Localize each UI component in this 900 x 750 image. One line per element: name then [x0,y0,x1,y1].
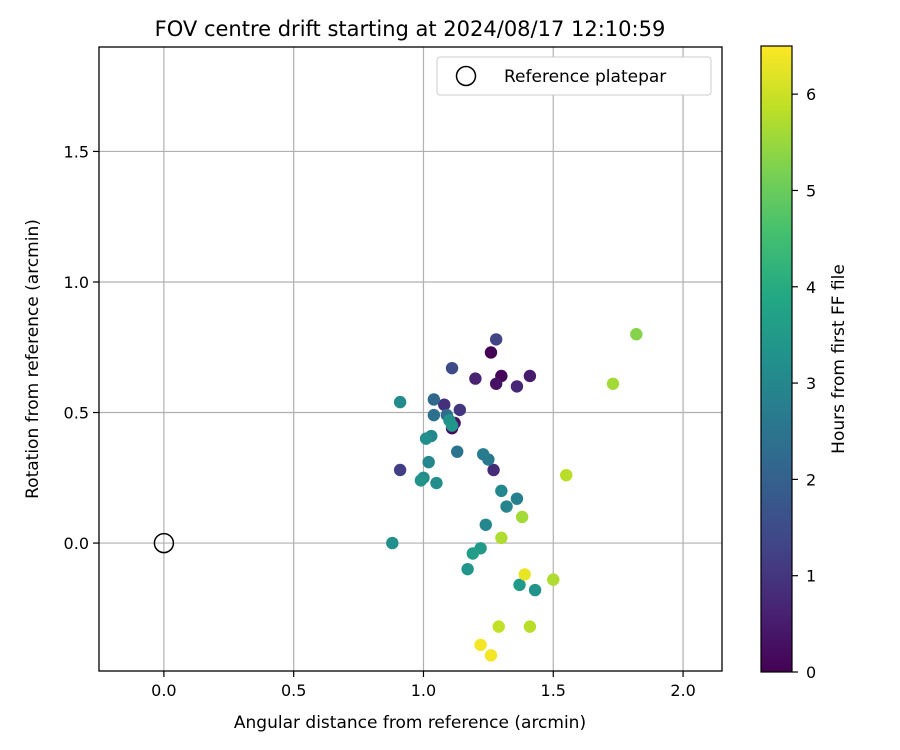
data-point [523,620,537,633]
legend-box [436,56,712,96]
data-point [469,372,482,385]
data-point [606,377,620,391]
data-point [393,463,407,477]
data-point [489,333,503,346]
x-tick-label: 1.0 [411,681,436,700]
data-point [476,448,490,461]
data-point [495,484,508,498]
y-tick-label: 0.5 [64,404,89,423]
data-point [466,547,479,560]
colorbar-gradient [761,46,792,672]
data-points [386,327,643,662]
data-point [453,403,467,417]
colorbar-tick-label: 5 [806,181,816,200]
x-tick-label: 2.0 [670,681,695,700]
data-point [500,500,513,513]
data-point [451,445,464,458]
data-point [414,474,428,487]
colorbar-tick-label: 2 [806,470,816,489]
x-tick-label: 1.5 [541,681,566,700]
data-point [528,583,542,597]
chart-title: FOV centre drift starting at 2024/08/17 … [155,17,666,41]
x-axis-label: Angular distance from reference (arcmin) [234,713,586,733]
data-point [430,476,443,490]
x-axis-ticks: 0.0 0.5 1.0 1.5 2.0 [151,671,696,700]
data-point [630,327,643,341]
y-axis-label: Rotation from reference (arcmin) [23,219,43,499]
colorbar-ticks: 0 1 2 3 4 5 6 [792,85,816,682]
data-point [487,463,500,477]
colorbar-tick-label: 3 [806,374,816,393]
x-tick-label: 0.0 [151,681,176,700]
data-point [560,468,573,482]
legend: Reference platepar [436,56,712,96]
data-point [510,492,524,505]
y-axis-ticks: 0.0 0.5 1.0 1.5 [64,142,99,553]
x-tick-label: 0.5 [281,681,306,700]
colorbar-tick-label: 1 [806,567,816,586]
plot-frame [98,46,723,672]
reference-marker [153,532,175,554]
data-point [419,432,433,445]
data-point [515,510,529,524]
data-point [479,518,492,531]
data-point [422,455,435,469]
data-point [461,562,474,576]
data-point [523,369,537,383]
reference-marker-layer [153,532,175,554]
data-point [393,395,407,409]
data-point [513,578,526,592]
data-point [518,568,531,581]
colorbar: 0 1 2 3 4 5 6 Hours from first FF file [760,45,849,682]
data-point [495,531,508,545]
colorbar-frame [760,45,793,673]
colorbar-tick-label: 6 [806,85,816,104]
data-point [438,398,451,411]
data-point [484,346,498,359]
legend-label: Reference platepar [504,67,666,87]
y-tick-label: 0.0 [64,534,89,553]
data-point [445,419,459,432]
colorbar-tick-label: 4 [806,278,816,297]
data-point [492,620,505,633]
data-point [484,649,498,662]
colorbar-tick-label: 0 [806,663,816,682]
data-point [445,361,459,375]
data-point [510,380,524,393]
data-point [489,377,503,391]
legend-reference-marker [455,65,477,87]
y-tick-label: 1.5 [64,142,89,161]
data-point [547,573,560,586]
data-point [474,638,487,652]
data-point [427,408,441,422]
y-tick-label: 1.0 [64,273,89,292]
grid-lines [99,47,722,671]
data-point [427,393,441,406]
colorbar-label: Hours from first FF file [829,264,849,454]
data-point [386,536,399,550]
